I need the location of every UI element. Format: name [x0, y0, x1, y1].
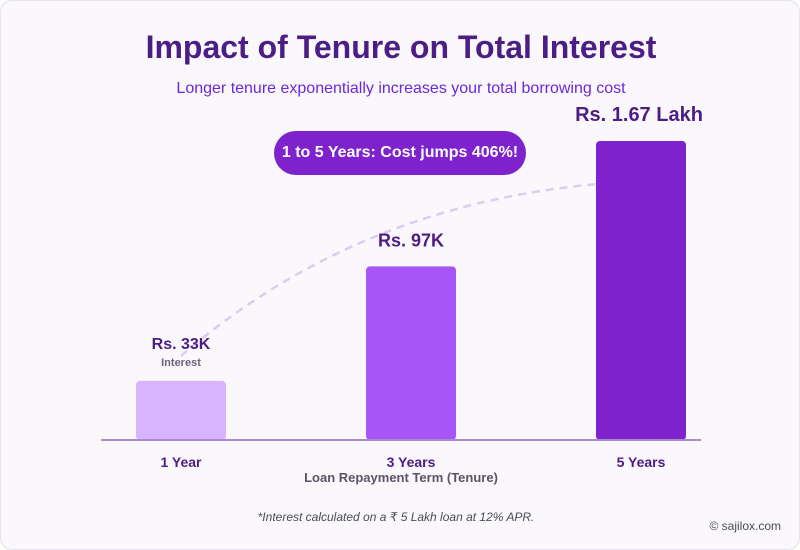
x-axis-title: Loan Repayment Term (Tenure) — [304, 470, 498, 485]
first-bar-sublabel: Interest — [161, 357, 201, 369]
chart-title: Impact of Tenure on Total Interest — [145, 29, 657, 65]
x-tick-label-1: 1 Year — [160, 454, 202, 470]
bar-1 — [136, 380, 226, 440]
bar-3 — [596, 141, 686, 440]
site-credit: © sajilox.com — [709, 519, 781, 533]
x-tick-label-3: 5 Years — [617, 454, 666, 470]
footnote: *Interest calculated on a ₹ 5 Lakh loan … — [257, 510, 535, 524]
data-label-2: Rs. 97K — [378, 230, 444, 250]
x-tick-label-2: 3 Years — [387, 454, 436, 470]
data-label-3: Rs. 1.67 Lakh — [575, 104, 703, 126]
bar-2 — [366, 266, 456, 440]
chart-subtitle: Longer tenure exponentially increases yo… — [176, 80, 626, 97]
data-label-1: Rs. 33K — [152, 336, 211, 353]
cost-jump-badge: 1 to 5 Years: Cost jumps 406%! — [274, 131, 526, 175]
